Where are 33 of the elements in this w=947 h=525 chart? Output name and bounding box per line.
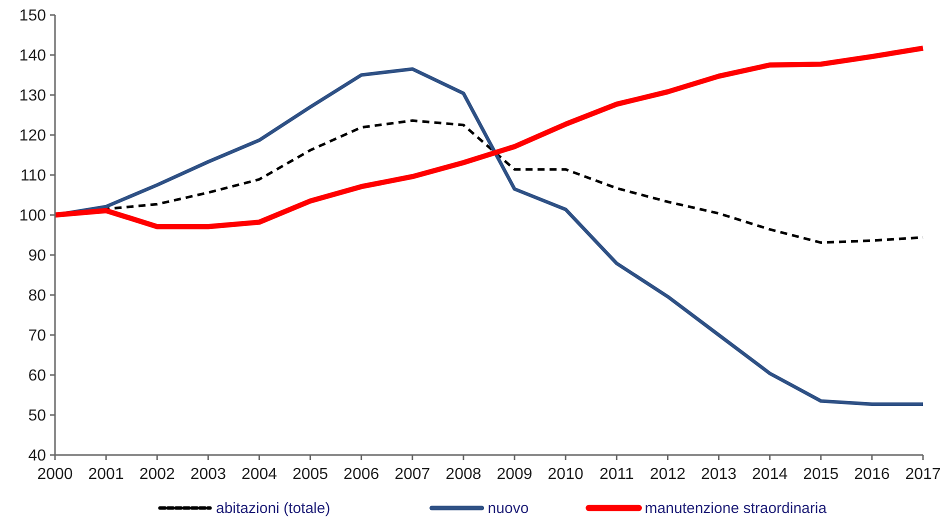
- y-tick-label: 140: [19, 48, 46, 65]
- x-tick-label: 2015: [803, 466, 839, 483]
- y-tick-label: 60: [28, 368, 46, 385]
- legend-label: abitazioni (totale): [216, 500, 330, 517]
- y-tick-label: 100: [19, 208, 46, 225]
- x-tick-label: 2007: [394, 466, 430, 483]
- x-tick-label: 2009: [496, 466, 532, 483]
- y-tick-label: 110: [20, 168, 46, 185]
- y-tick-label: 90: [28, 248, 46, 265]
- y-tick-label: 120: [19, 128, 46, 145]
- y-tick-label: 150: [19, 8, 46, 25]
- legend-label: manutenzione straordinaria: [644, 500, 828, 517]
- x-tick-label: 2003: [190, 466, 226, 483]
- x-tick-label: 2016: [854, 466, 890, 483]
- y-tick-label: 70: [28, 328, 46, 345]
- x-tick-label: 2012: [650, 466, 686, 483]
- x-tick-label: 2005: [292, 466, 328, 483]
- x-tick-label: 2006: [344, 466, 380, 483]
- legend-label: nuovo: [488, 500, 529, 517]
- y-tick-label: 130: [19, 88, 46, 105]
- x-tick-label: 2001: [88, 466, 124, 483]
- x-tick-label: 2011: [599, 466, 634, 483]
- x-tick-label: 2014: [752, 466, 788, 483]
- y-tick-label: 80: [28, 288, 46, 305]
- x-tick-label: 2008: [446, 466, 482, 483]
- y-tick-label: 50: [28, 408, 46, 425]
- x-tick-label: 2017: [905, 466, 941, 483]
- x-tick-label: 2013: [700, 466, 737, 483]
- x-tick-label: 2002: [139, 466, 176, 483]
- x-tick-label: 2004: [241, 466, 278, 483]
- x-tick-label: 2010: [548, 466, 584, 483]
- x-tick-label: 2000: [37, 466, 73, 483]
- y-tick-label: 40: [28, 448, 46, 465]
